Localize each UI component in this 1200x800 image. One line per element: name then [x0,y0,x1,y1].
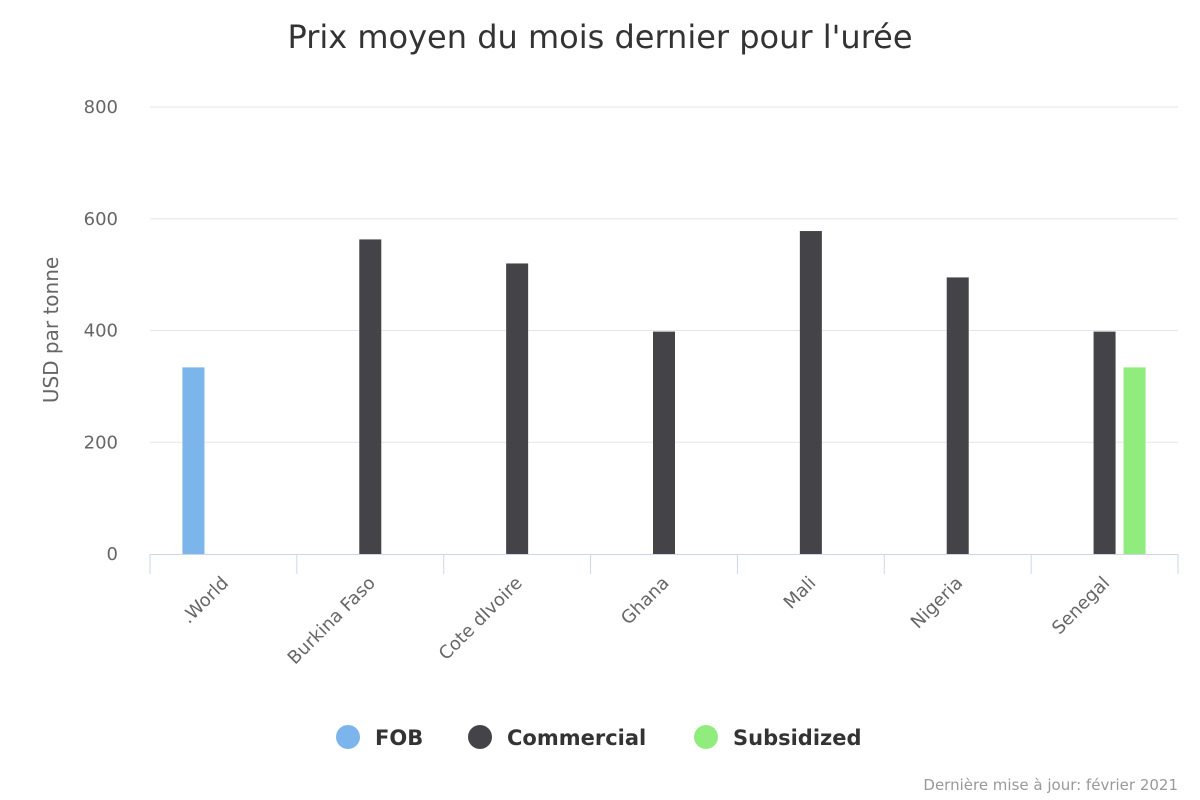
credit-text: Dernière mise à jour: février 2021 [923,776,1178,794]
bar-commercial[interactable] [799,231,822,555]
x-tick-label: .World [178,573,233,628]
y-tick-label: 600 [84,209,118,230]
bar-commercial[interactable] [946,277,969,554]
y-tick-label: 400 [84,321,118,342]
legend-label: Commercial [507,726,646,750]
legend-item-fob[interactable]: FOB [336,725,423,750]
y-tick-label: 200 [84,432,118,453]
bar-commercial[interactable] [506,263,529,554]
legend-symbol [336,725,360,749]
legend-symbol [468,725,492,749]
x-tick-label: Mali [780,573,821,614]
x-tick-label: Burkina Faso [284,573,380,669]
bar-fob[interactable] [182,367,205,554]
y-tick-label: 800 [84,97,118,118]
bar-subsidized[interactable] [1123,367,1146,554]
legend-label: Subsidized [733,726,862,750]
chart-title: Prix moyen du mois dernier pour l'urée [287,18,912,56]
x-tick-label: Ghana [617,573,673,629]
x-tick-label: Senegal [1048,573,1114,639]
bar-commercial[interactable] [653,331,675,554]
bar-commercial[interactable] [359,239,382,554]
x-tick-label: Nigeria [907,573,967,633]
x-tick-label: Cote dIvoire [435,573,527,665]
legend-item-commercial[interactable]: Commercial [468,725,646,750]
y-tick-label: 0 [107,544,118,565]
y-axis-label: USD par tonne [39,257,63,403]
legend-item-subsidized[interactable]: Subsidized [694,725,862,750]
legend-label: FOB [375,726,423,750]
bar-commercial[interactable] [1093,331,1116,554]
legend-symbol [694,725,718,749]
